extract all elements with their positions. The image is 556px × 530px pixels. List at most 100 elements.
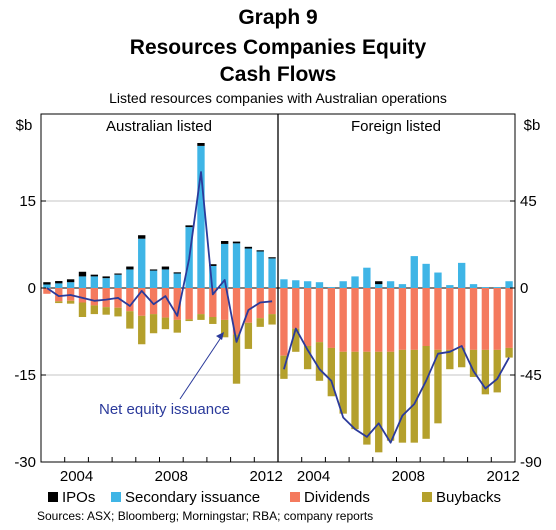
bar-dividends [209, 288, 217, 317]
bar-buybacks [303, 346, 312, 370]
bar-dividends [327, 288, 335, 348]
unit-right: $b [524, 117, 541, 134]
bar-buybacks [126, 311, 134, 329]
bar-dividends [55, 288, 63, 302]
bar-ipos [55, 281, 63, 284]
legend-label-buybacks: Buybacks [436, 489, 501, 506]
bar-ipos [78, 271, 87, 277]
x-tick-label: 2004 [60, 468, 93, 485]
bar-dividends [339, 288, 347, 352]
bar-secondary [458, 262, 466, 288]
annotation-net-equity: Net equity issuance [99, 401, 230, 418]
bar-dividends [280, 288, 288, 356]
bar-dividends [398, 288, 407, 350]
bar-buybacks [315, 342, 324, 381]
bar-dividends [315, 288, 324, 343]
bar-dividends [434, 288, 442, 350]
y-tick-label: 0 [520, 280, 528, 297]
bar-buybacks [161, 317, 170, 330]
bar-secondary [410, 256, 418, 288]
bar-buybacks [422, 346, 430, 439]
legend-swatch-secondary [111, 492, 121, 502]
bar-buybacks [398, 349, 407, 443]
bar-dividends [232, 288, 241, 335]
legend-item-dividends: Dividends [290, 489, 370, 506]
bar-secondary [292, 280, 300, 288]
bar-buybacks [209, 317, 217, 324]
bar-buybacks [375, 351, 383, 453]
bar-buybacks [410, 349, 418, 443]
y-tick-label: 45 [520, 193, 537, 210]
bar-dividends [244, 288, 253, 323]
bar-dividends [386, 288, 395, 352]
bar-buybacks [78, 302, 87, 317]
bar-dividends [161, 288, 170, 318]
bar-dividends [268, 288, 276, 315]
bar-buybacks [232, 334, 241, 384]
bar-secondary [256, 251, 264, 288]
bar-secondary [138, 238, 146, 288]
bar-buybacks [197, 314, 205, 320]
bar-ipos [173, 272, 181, 274]
bar-secondary [280, 279, 288, 288]
bar-ipos [232, 241, 241, 244]
bar-secondary [339, 281, 347, 288]
bar-secondary [126, 269, 134, 288]
bar-buybacks [66, 300, 75, 304]
bar-buybacks [221, 319, 229, 338]
bar-ipos [90, 274, 98, 277]
bar-dividends [197, 288, 205, 315]
bar-dividends [221, 288, 229, 320]
bar-dividends [505, 288, 513, 348]
bar-buybacks [351, 351, 359, 430]
source-note: Sources: ASX; Bloomberg; Morningstar; RB… [37, 509, 373, 523]
bar-secondary [197, 145, 205, 288]
bar-buybacks [339, 351, 347, 414]
bar-secondary [351, 276, 359, 288]
bar-buybacks [292, 328, 300, 352]
bar-secondary [161, 269, 170, 288]
bar-dividends [493, 288, 501, 350]
bar-ipos [102, 276, 110, 279]
annotation-arrowhead [216, 332, 224, 340]
bar-secondary [149, 270, 158, 288]
bar-secondary [114, 274, 122, 288]
bar-buybacks [138, 315, 146, 345]
bar-dividends [410, 288, 418, 350]
legend-swatch-buybacks [422, 492, 432, 502]
bar-buybacks [268, 314, 276, 325]
bar-buybacks [114, 307, 122, 317]
bar-dividends [303, 288, 312, 346]
bar-buybacks [256, 318, 264, 327]
bar-dividends [351, 288, 359, 352]
bar-buybacks [327, 347, 335, 397]
bar-secondary [398, 284, 407, 288]
bar-ipos [161, 266, 170, 270]
bar-ipos [138, 235, 146, 239]
x-tick-label: 2012 [486, 468, 519, 485]
bar-secondary [90, 276, 98, 288]
bar-dividends [363, 288, 371, 352]
x-tick-label: 2008 [392, 468, 425, 485]
bar-buybacks [446, 349, 454, 370]
bar-dividends [375, 288, 383, 352]
bar-ipos [268, 257, 276, 259]
bar-ipos [256, 250, 264, 252]
bar-ipos [197, 143, 205, 146]
annotation-arrow-line [179, 335, 223, 400]
chart-title-line-2: Cash Flows [220, 63, 337, 86]
panel-title-right: Foreign listed [351, 118, 441, 135]
bar-ipos [43, 282, 51, 285]
bar-ipos [114, 273, 122, 275]
bar-secondary [303, 281, 312, 288]
bar-dividends [126, 288, 134, 312]
legend-item-buybacks: Buybacks [422, 489, 501, 506]
bar-dividends [422, 288, 430, 346]
legend-label-ipos: IPOs [62, 489, 95, 506]
bar-secondary [386, 281, 395, 288]
y-tick-label: -45 [520, 367, 542, 384]
bar-dividends [90, 288, 98, 306]
bar-ipos [185, 225, 193, 228]
x-tick-label: 2004 [297, 468, 330, 485]
bar-dividends [43, 288, 51, 294]
